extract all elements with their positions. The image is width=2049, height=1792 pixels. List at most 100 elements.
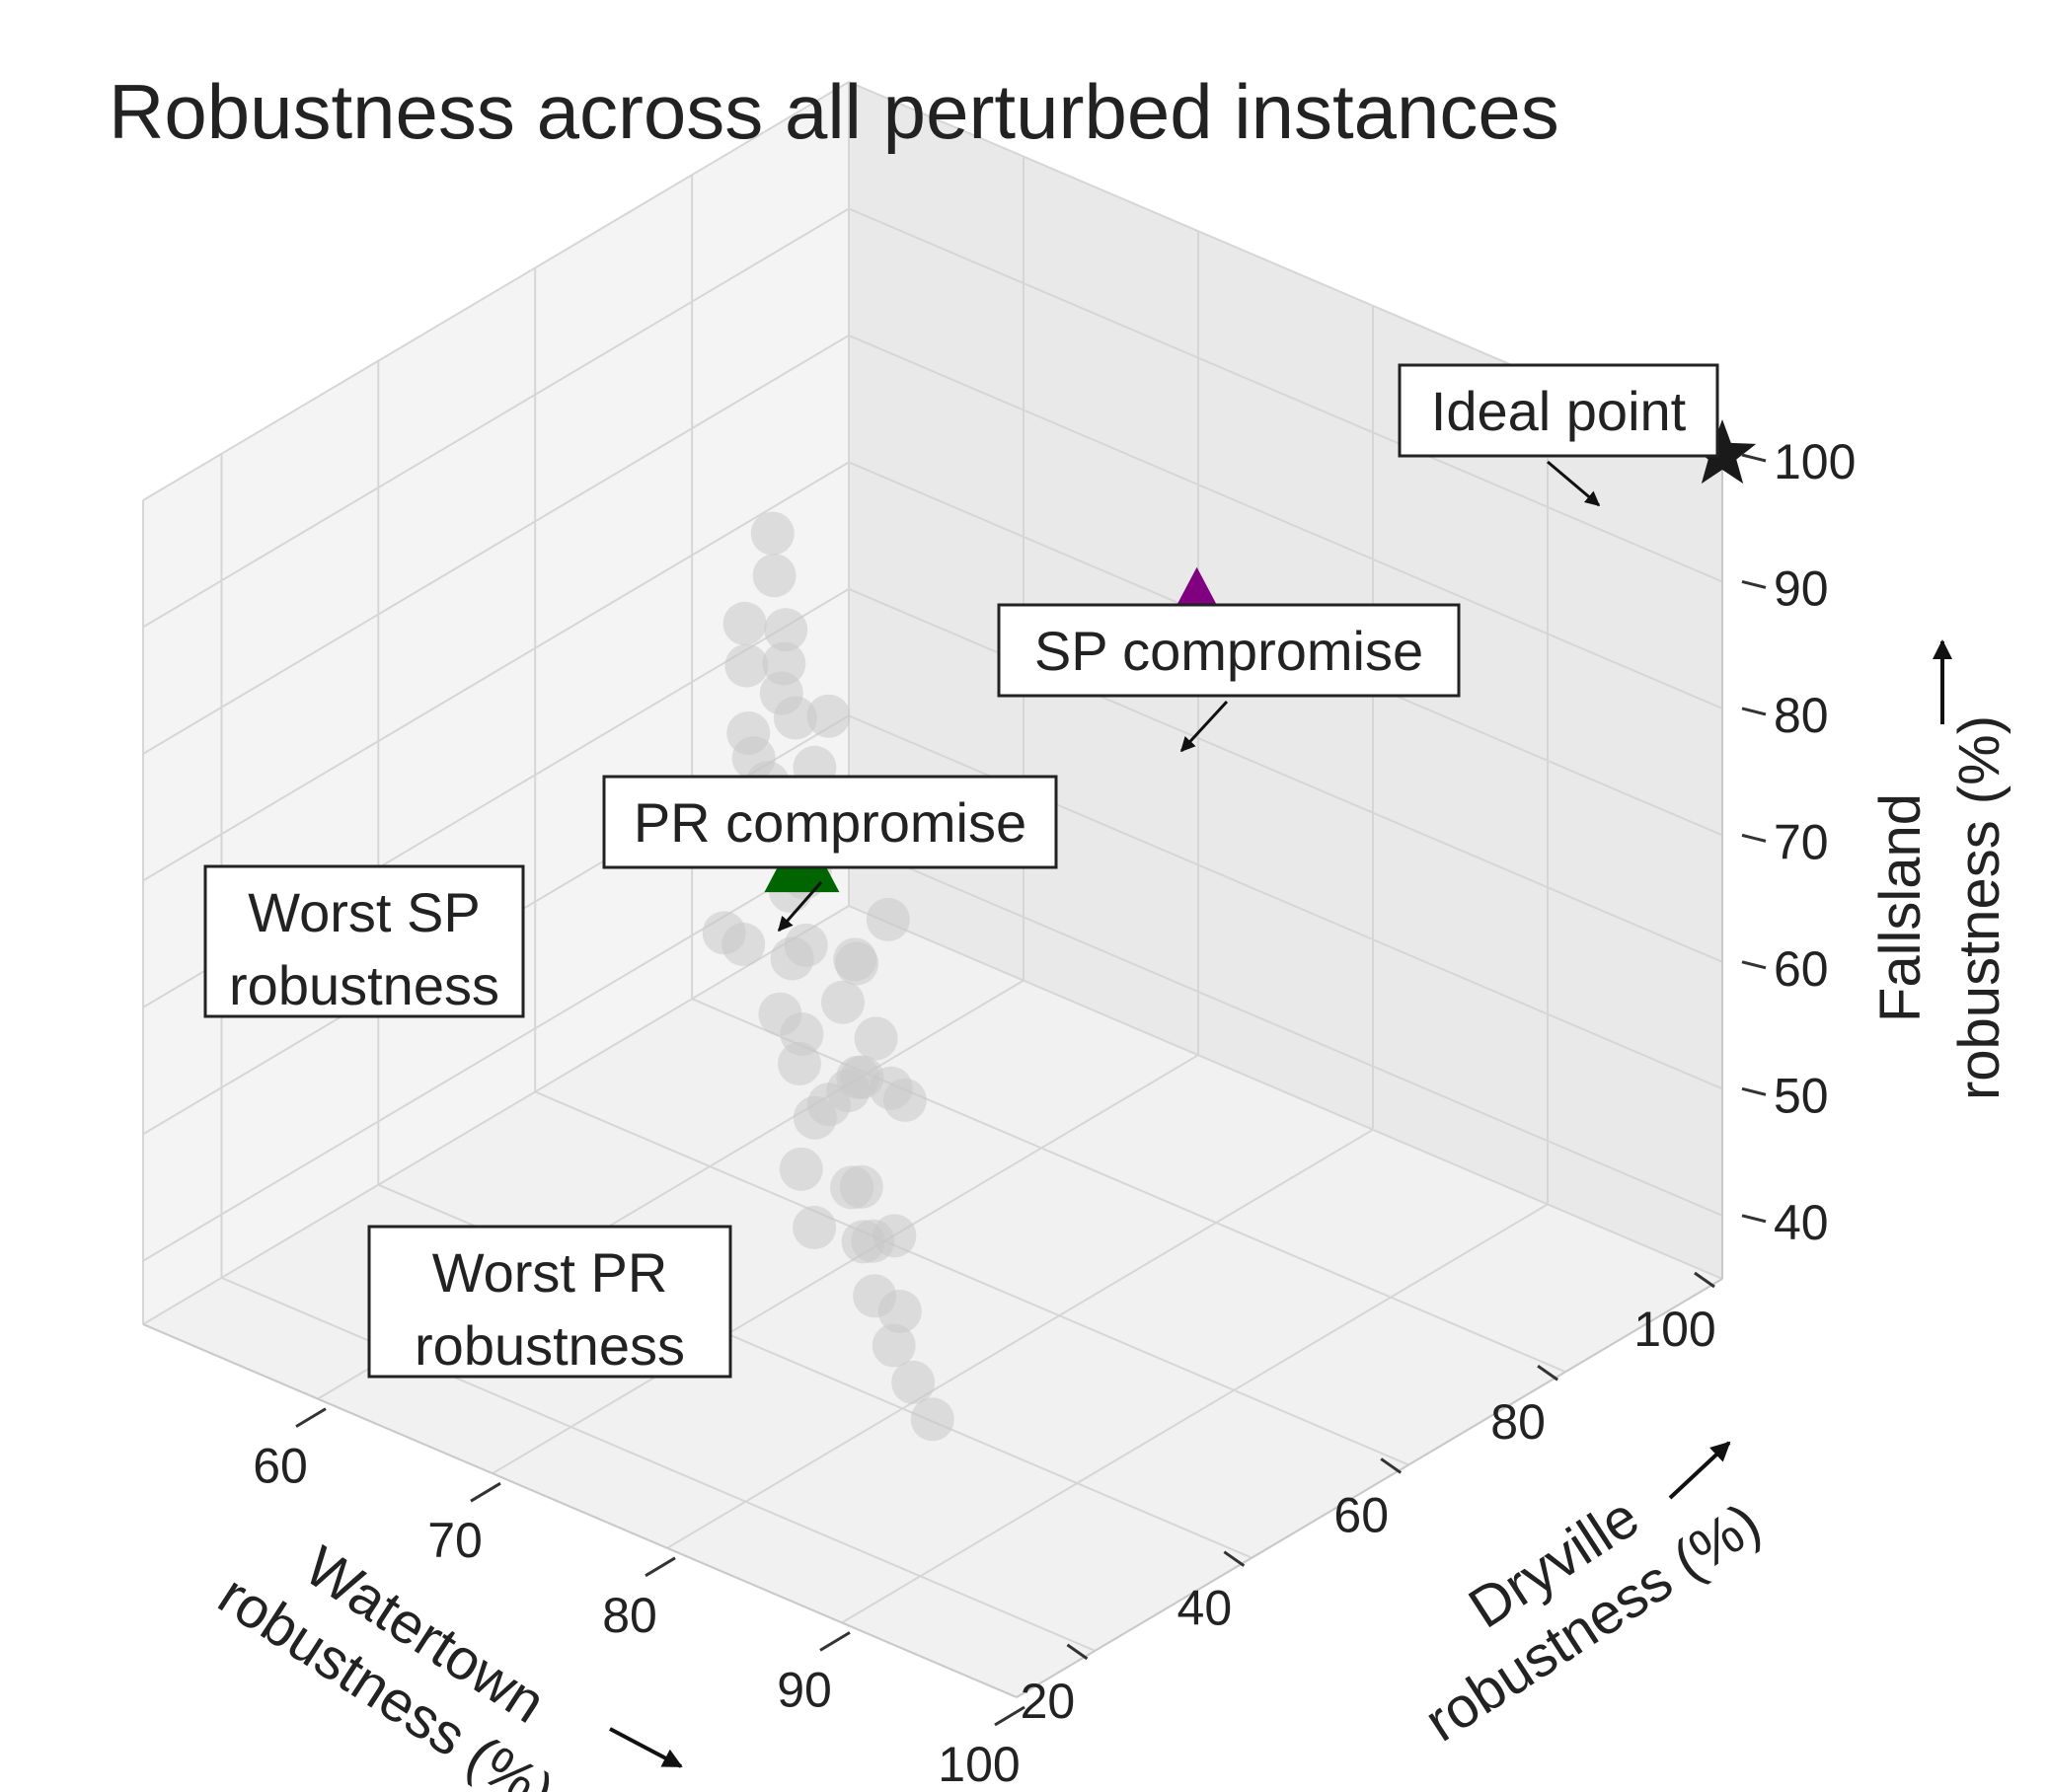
annotation-box	[203, 864, 525, 1018]
scatter-point	[866, 897, 910, 941]
scatter-point	[793, 1205, 837, 1249]
scatter-point	[854, 1016, 898, 1061]
tick-mark	[470, 1481, 501, 1503]
y-tick-label: 40	[1177, 1581, 1233, 1636]
scatter-point	[877, 1289, 922, 1333]
scatter-point	[820, 980, 865, 1024]
tick-mark	[1066, 1643, 1089, 1661]
ideal-point-star-marker	[1688, 419, 1757, 485]
tick-mark	[1537, 1364, 1558, 1381]
x-tick-label: 80	[602, 1588, 657, 1643]
annotations: Ideal point SP compromise PR compromise Wor…	[203, 363, 1719, 1379]
scatter-point	[777, 1041, 821, 1085]
scatter-point	[839, 1164, 883, 1209]
scatter-point	[806, 694, 851, 738]
x-tick-label: 60	[253, 1439, 308, 1494]
scatter-point	[750, 511, 795, 556]
annotation-arrow	[1179, 700, 1229, 753]
annotation-text: Worst SP	[248, 881, 480, 943]
z-tick-label: 70	[1774, 814, 1829, 869]
tick-mark	[1741, 1214, 1767, 1224]
z-gridline-back-wall	[848, 335, 1723, 709]
annotation-box	[1398, 363, 1719, 458]
annotation-text: Ideal point	[1431, 380, 1687, 442]
x-gridline-floor	[666, 1128, 1374, 1549]
x-tick-label: 70	[427, 1513, 483, 1568]
tick-mark	[645, 1556, 676, 1578]
scatter-point	[752, 554, 797, 598]
box-edge	[1016, 1278, 1723, 1698]
scatter-point	[731, 736, 776, 781]
z-axis-label: Fallsland robustness (%)	[1868, 715, 2011, 1100]
x-gridline-floor	[142, 905, 850, 1325]
tick-mark	[1223, 1550, 1246, 1567]
z-tick-label: 100	[1774, 434, 1856, 489]
z-tick-label: 80	[1774, 688, 1829, 743]
z-gridline-left-wall	[142, 461, 850, 882]
tick-mark	[1741, 453, 1767, 463]
z-axis-label-line: Fallsland	[1868, 793, 1933, 1022]
scatter-point	[722, 601, 767, 645]
x-axis-direction-arrow	[609, 1727, 683, 1768]
x-gridline-floor	[841, 1203, 1549, 1624]
tick-mark	[1380, 1457, 1403, 1474]
y-tick-label: 80	[1490, 1394, 1546, 1450]
x-gridline-floor	[492, 1054, 1199, 1475]
scatter-point	[910, 1397, 954, 1442]
x-tick-label: 90	[777, 1662, 832, 1717]
tick-mark	[819, 1631, 851, 1652]
scatter-point	[882, 1078, 927, 1122]
tick-mark	[1741, 707, 1767, 716]
scatter-point	[758, 992, 802, 1036]
floor-pane	[143, 906, 1722, 1697]
tick-mark	[1741, 833, 1767, 843]
scatter-point	[872, 1323, 916, 1368]
z-tick-label: 90	[1774, 560, 1829, 616]
scatter-point	[891, 1360, 936, 1404]
box-edge	[142, 1323, 1018, 1698]
annotation-text: Worst PR	[432, 1241, 668, 1304]
y-tick-label: 60	[1333, 1487, 1389, 1542]
annotation-box	[997, 603, 1461, 698]
x-tick-label: 100	[938, 1737, 1020, 1792]
z-gridline-left-wall	[142, 841, 850, 1262]
annotation-text: robustness	[229, 954, 499, 1016]
z-gridline-left-wall	[142, 335, 850, 755]
scatter-point	[759, 671, 803, 715]
annotation-box	[367, 1225, 732, 1379]
scatter-point	[770, 936, 814, 981]
z-tick-label: 50	[1774, 1068, 1829, 1123]
annotation-arrow	[1547, 460, 1601, 507]
y-tick-label: 20	[1021, 1674, 1076, 1729]
z-gridline-back-wall	[848, 207, 1723, 583]
y-gridline-floor	[691, 998, 1566, 1374]
scatter-point	[724, 643, 769, 688]
chart-title: Robustness across all perturbed instance…	[109, 68, 1559, 155]
tick-mark	[1694, 1271, 1715, 1289]
annotation-box	[602, 775, 1058, 869]
y-gridline-floor	[221, 1276, 1096, 1652]
z-gridline-back-wall	[848, 841, 1723, 1217]
annotation-text: PR compromise	[634, 791, 1026, 854]
annotation-arrow	[777, 881, 823, 933]
tick-mark	[1741, 1086, 1767, 1096]
z-axis-label-line: robustness (%)	[1947, 715, 2011, 1100]
z-gridline-left-wall	[142, 81, 850, 501]
y-gridline-floor	[534, 1090, 1409, 1466]
y-tick-label: 100	[1633, 1302, 1715, 1357]
scatter-point	[764, 608, 808, 652]
tick-mark	[1741, 580, 1767, 589]
scatter-point	[833, 937, 877, 982]
scatter-point	[779, 1147, 823, 1191]
z-gridline-left-wall	[142, 207, 850, 629]
annotation-text: SP compromise	[1034, 620, 1423, 682]
z-gridline-back-wall	[848, 587, 1723, 963]
scatter-point	[873, 1214, 917, 1258]
tick-mark	[994, 1705, 1025, 1727]
z-tick-label: 60	[1774, 941, 1829, 997]
z-tick-label: 40	[1774, 1195, 1829, 1250]
